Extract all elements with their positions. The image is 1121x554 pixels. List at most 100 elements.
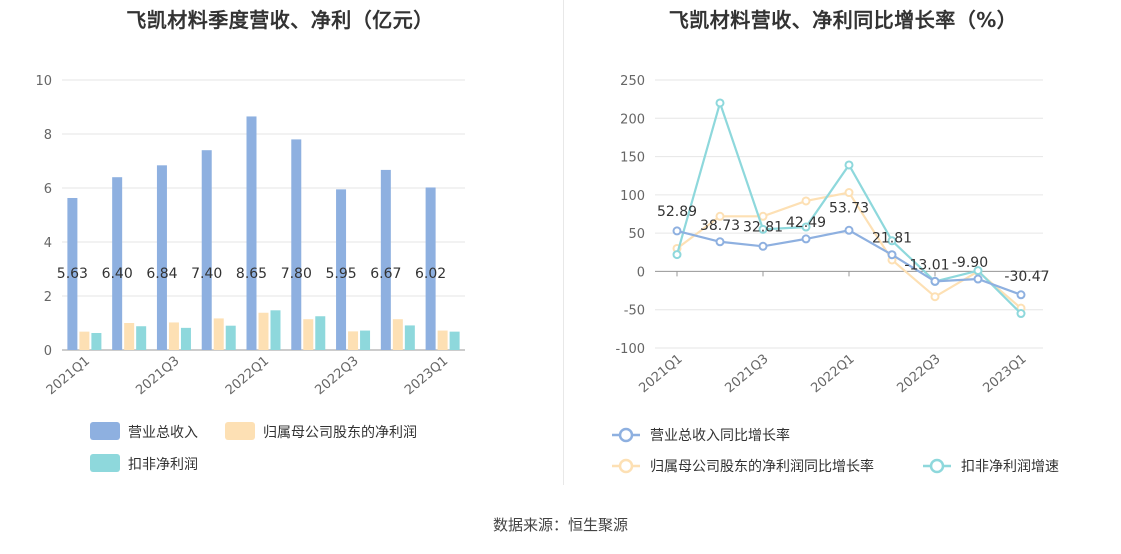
legend-swatch	[90, 422, 120, 440]
bar	[270, 310, 281, 350]
legend-label: 营业总收入同比增长率	[650, 427, 790, 444]
y-tick-label: 8	[44, 128, 52, 143]
bar	[225, 325, 236, 350]
legend-label: 扣非净利润	[128, 457, 198, 473]
legend-label: 归属母公司股东的净利润同比增长率	[650, 458, 874, 475]
bar	[246, 116, 257, 350]
bar	[425, 187, 436, 350]
bar	[404, 325, 415, 350]
legend-marker	[618, 458, 634, 474]
data-point	[801, 222, 811, 232]
data-point	[930, 292, 940, 302]
bar	[315, 316, 326, 350]
right-chart-title: 飞凯材料营收、净利同比增长率（%）	[668, 8, 1018, 32]
data-label: 6.67	[370, 266, 401, 282]
data-label: 38.73	[700, 218, 740, 234]
bar	[67, 197, 78, 350]
y-tick-label: 2	[44, 290, 52, 305]
bar	[380, 169, 391, 350]
right-line-chart: -100 -50 0 50 100 150 200 250 2021Q1 2021Q3 2022Q1…	[612, 74, 1059, 475]
data-point	[715, 98, 725, 108]
x-tick-label: 2022Q3	[894, 352, 943, 397]
left-chart-title: 飞凯材料季度营收、净利（亿元）	[126, 8, 434, 32]
legend-marker	[929, 458, 945, 474]
y-tick-label: 4	[44, 236, 52, 251]
x-tick-label: 2022Q1	[808, 352, 857, 397]
y-tick-label: 250	[620, 74, 645, 89]
data-label: 6.02	[415, 266, 446, 282]
y-tick-label: -50	[624, 304, 645, 319]
y-tick-label: 0	[44, 344, 52, 359]
data-point	[758, 241, 768, 251]
data-label: 6.84	[146, 266, 177, 282]
data-label: -9.90	[952, 255, 988, 271]
data-point	[715, 211, 725, 221]
data-label: 21.81	[872, 231, 912, 247]
data-point	[801, 196, 811, 206]
y-tick-label: 100	[620, 189, 645, 204]
data-point	[973, 266, 983, 276]
bar	[213, 318, 224, 350]
bar	[258, 312, 269, 350]
data-label: 53.73	[829, 200, 869, 216]
bar	[168, 322, 179, 350]
legend-label: 归属母公司股东的净利润	[263, 424, 417, 441]
bar	[336, 189, 347, 350]
data-point	[844, 160, 854, 170]
bar	[124, 323, 135, 350]
bar	[449, 331, 460, 350]
data-point	[801, 234, 811, 244]
data-point	[715, 237, 725, 247]
data-point	[844, 188, 854, 198]
legend-marker	[618, 427, 634, 443]
data-point	[1016, 309, 1026, 319]
bar	[348, 331, 359, 350]
legend-label: 扣非净利润增速	[961, 459, 1059, 475]
chart-divider	[563, 0, 564, 485]
legend-swatch	[90, 454, 120, 472]
bar	[112, 177, 123, 350]
y-tick-label: 6	[44, 182, 52, 197]
y-tick-label: 50	[628, 227, 645, 242]
y-tick-label: 10	[35, 74, 52, 89]
data-label: 7.40	[191, 266, 222, 282]
data-label: 32.81	[743, 219, 783, 235]
x-tick-label: 2023Q1	[980, 352, 1029, 397]
bar	[303, 319, 314, 350]
data-point	[930, 276, 940, 286]
bar	[180, 327, 191, 350]
legend-swatch	[225, 422, 255, 440]
x-tick-label: 2021Q3	[722, 352, 771, 397]
bar	[136, 326, 147, 350]
y-tick-label: 200	[620, 112, 645, 127]
data-label: 8.65	[236, 266, 267, 282]
data-label: -30.47	[1004, 269, 1049, 285]
data-label: 6.40	[102, 266, 133, 282]
bar	[156, 165, 167, 350]
data-label: 5.63	[57, 266, 88, 282]
bar	[437, 330, 448, 350]
y-tick-label: -100	[615, 342, 645, 357]
data-label: 52.89	[657, 204, 697, 220]
data-label: 5.95	[325, 266, 356, 282]
bar	[392, 319, 403, 350]
data-point	[844, 225, 854, 235]
y-tick-label: 150	[620, 151, 645, 166]
y-tick-label: 0	[637, 265, 645, 280]
data-label: 7.80	[281, 266, 312, 282]
data-point	[887, 236, 897, 246]
bar	[360, 330, 371, 350]
bar	[201, 150, 212, 350]
data-point	[887, 250, 897, 260]
data-point	[973, 274, 983, 284]
x-tick-label: 2021Q1	[636, 352, 685, 397]
bar	[291, 139, 302, 350]
data-label: 42.49	[786, 215, 826, 231]
data-point	[1016, 290, 1026, 300]
data-point	[672, 250, 682, 260]
data-source: 数据来源：恒生聚源	[492, 516, 628, 534]
data-point	[758, 224, 768, 234]
legend-label: 营业总收入	[128, 425, 198, 441]
bar	[91, 332, 102, 350]
